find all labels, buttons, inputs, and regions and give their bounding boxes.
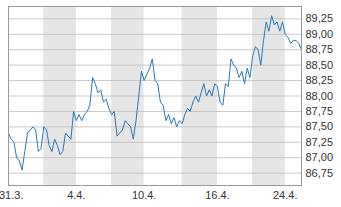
svg-text:88,50: 88,50 xyxy=(306,59,334,71)
svg-text:4.4.: 4.4. xyxy=(67,189,85,201)
svg-text:88,25: 88,25 xyxy=(306,74,334,86)
svg-text:86,75: 86,75 xyxy=(306,167,334,179)
svg-text:87,00: 87,00 xyxy=(306,151,334,163)
svg-text:87,75: 87,75 xyxy=(306,105,334,117)
svg-text:31.3.: 31.3. xyxy=(0,189,23,201)
svg-text:89,25: 89,25 xyxy=(306,12,334,24)
svg-text:87,25: 87,25 xyxy=(306,136,334,148)
svg-text:88,75: 88,75 xyxy=(306,43,334,55)
svg-text:16.4.: 16.4. xyxy=(205,189,229,201)
svg-text:88,00: 88,00 xyxy=(306,90,334,102)
svg-text:89,00: 89,00 xyxy=(306,28,334,40)
svg-text:10.4.: 10.4. xyxy=(132,189,156,201)
svg-text:24.4.: 24.4. xyxy=(273,189,297,201)
svg-text:87,50: 87,50 xyxy=(306,120,334,132)
